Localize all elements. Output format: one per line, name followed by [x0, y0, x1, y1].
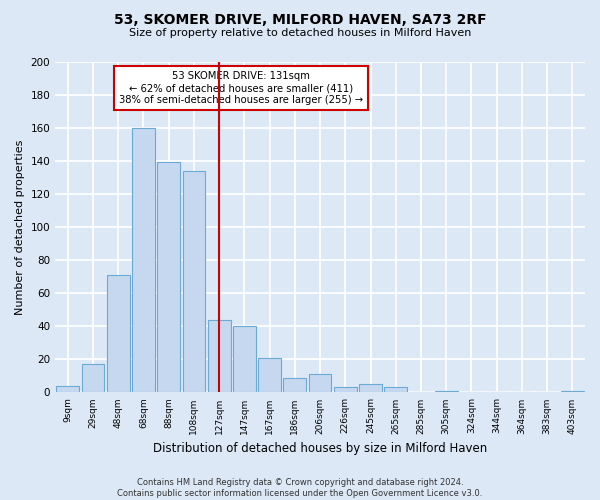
Bar — [283, 378, 306, 392]
Bar — [309, 374, 331, 392]
Bar — [132, 128, 155, 392]
Bar — [157, 162, 180, 392]
Bar — [182, 170, 205, 392]
Bar — [435, 391, 458, 392]
Text: Contains HM Land Registry data © Crown copyright and database right 2024.
Contai: Contains HM Land Registry data © Crown c… — [118, 478, 482, 498]
Bar — [82, 364, 104, 392]
Text: Size of property relative to detached houses in Milford Haven: Size of property relative to detached ho… — [129, 28, 471, 38]
Text: 53 SKOMER DRIVE: 131sqm
← 62% of detached houses are smaller (411)
38% of semi-d: 53 SKOMER DRIVE: 131sqm ← 62% of detache… — [119, 72, 362, 104]
Bar — [258, 358, 281, 392]
Bar — [385, 388, 407, 392]
Bar — [334, 388, 356, 392]
X-axis label: Distribution of detached houses by size in Milford Haven: Distribution of detached houses by size … — [153, 442, 487, 455]
Y-axis label: Number of detached properties: Number of detached properties — [15, 140, 25, 314]
Bar — [233, 326, 256, 392]
Text: 53, SKOMER DRIVE, MILFORD HAVEN, SA73 2RF: 53, SKOMER DRIVE, MILFORD HAVEN, SA73 2R… — [113, 12, 487, 26]
Bar — [56, 386, 79, 392]
Bar — [208, 320, 230, 392]
Bar — [107, 275, 130, 392]
Bar — [359, 384, 382, 392]
Bar — [561, 391, 584, 392]
